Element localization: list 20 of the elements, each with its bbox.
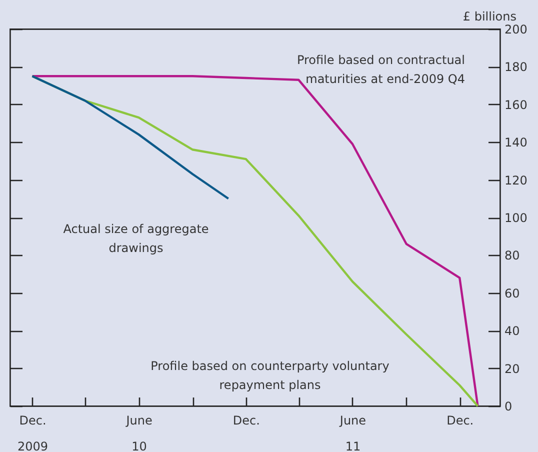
y-tick-label: 100	[504, 211, 528, 225]
y-tick-label: 80	[504, 248, 520, 263]
series-label: Profile based on contractual maturities at end-2009 Q4	[296, 53, 465, 86]
y-tick-label: 200	[504, 22, 528, 36]
y-tick-label: 20	[504, 362, 520, 376]
x-tick-label: Dec.	[446, 414, 474, 428]
y-tick-label: 60	[504, 286, 520, 300]
y-axis-title: £ billions	[462, 10, 516, 24]
y-tick-label: 180	[504, 60, 528, 74]
text: Profile based on counterparty voluntary repayment plans	[150, 359, 390, 392]
y-tick-label: 0	[504, 400, 512, 414]
x-tick-label: Dec.	[232, 414, 260, 428]
x-tick-label: June 11	[338, 414, 366, 452]
text: Actual size of aggregate drawings	[63, 222, 209, 255]
y-tick-label: 160	[504, 98, 528, 112]
y-tick-label: 140	[504, 136, 528, 150]
y-tick-label: 40	[504, 324, 520, 338]
x-tick-label: June 10	[125, 414, 152, 452]
x-tick-label: Dec. 2009	[17, 414, 48, 452]
y-tick-label: 120	[504, 173, 528, 188]
